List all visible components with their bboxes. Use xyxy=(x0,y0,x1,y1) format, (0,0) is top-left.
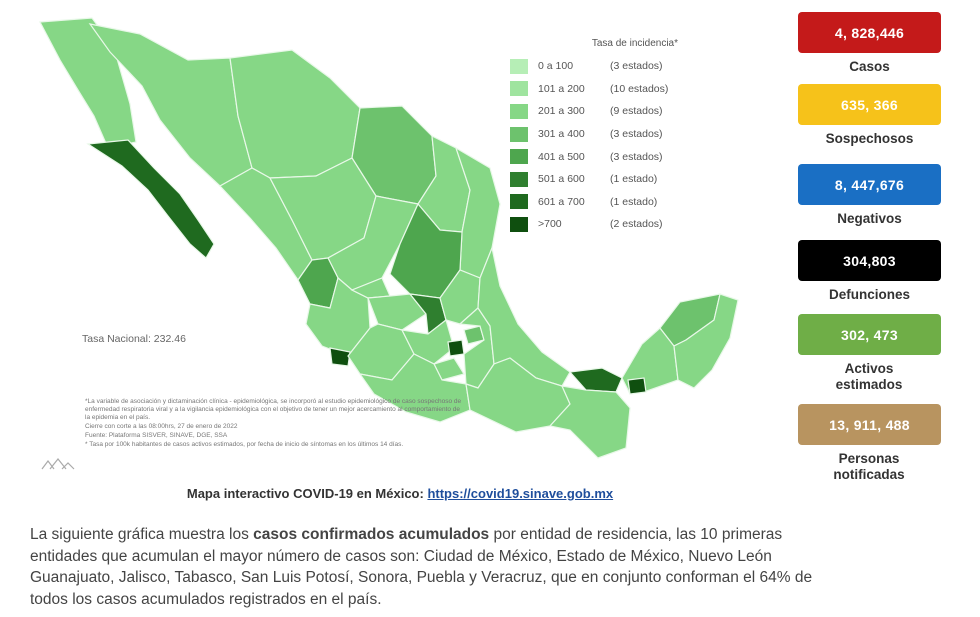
legend-range: 0 a 100 xyxy=(538,60,574,73)
state-chiapas xyxy=(548,385,631,459)
stat-value: 302, 473 xyxy=(841,326,898,343)
stat-casos: 4, 828,446 Casos xyxy=(798,12,941,75)
stat-value: 635, 366 xyxy=(841,96,898,113)
legend-range: 501 a 600 xyxy=(538,173,585,186)
stat-personas: 13, 911, 488 Personas notificadas xyxy=(798,404,941,482)
legend-item: 201 a 300 (9 estados) xyxy=(510,100,710,123)
state-quintana-roo xyxy=(673,293,739,389)
legend-count: (1 estado) xyxy=(610,195,658,208)
stat-label: Negativos xyxy=(837,211,902,226)
stat-value-box: 304,803 xyxy=(798,240,941,281)
stat-label: Defunciones xyxy=(828,287,910,302)
legend-count: (10 estados) xyxy=(610,82,669,95)
stat-activos: 302, 473 Activos estimados xyxy=(798,314,941,392)
stat-value: 4, 828,446 xyxy=(834,24,905,41)
paragraph-line: entidades que acumulan el mayor número d… xyxy=(30,547,772,565)
legend-item: 0 a 100 (3 estados) xyxy=(510,55,710,78)
map-link[interactable]: https://covid19.sinave.gob.mx xyxy=(427,486,614,501)
state-baja-california-sur xyxy=(86,139,215,259)
mexico-map[interactable] xyxy=(30,8,785,478)
stat-value-box: 8, 447,676 xyxy=(798,164,941,205)
incidence-legend: Tasa de incidencia* 0 a 100 (3 estados) … xyxy=(510,38,710,236)
paragraph-line: La siguiente gráfica muestra los casos c… xyxy=(30,524,980,546)
state-cdmx xyxy=(447,339,465,357)
legend-count: (3 estados) xyxy=(610,150,663,163)
legend-title: Tasa de incidencia* xyxy=(591,38,678,49)
stat-defunciones: 304,803 Defunciones xyxy=(798,240,941,303)
legend-swatch xyxy=(510,103,528,119)
stat-label: Casos xyxy=(849,59,890,74)
legend-range: 601 a 700 xyxy=(538,195,585,208)
incidence-map-panel: Tasa de incidencia* 0 a 100 (3 estados) … xyxy=(30,8,785,478)
map-footnotes: *La variable de asociación y dictaminaci… xyxy=(85,398,465,450)
state-jalisco xyxy=(305,276,371,357)
legend-item: 301 a 400 (3 estados) xyxy=(510,123,710,146)
legend-range: >700 xyxy=(538,218,562,231)
map-link-prefix: Mapa interactivo COVID-19 en México: xyxy=(186,486,428,501)
legend-range: 301 a 400 xyxy=(538,128,585,141)
summary-paragraph: La siguiente gráfica muestra los casos c… xyxy=(30,524,980,610)
stat-label: Personas notificadas xyxy=(833,451,905,482)
footnote: *La variable de asociación y dictaminaci… xyxy=(85,398,462,421)
state-colima xyxy=(329,347,351,367)
stat-value-box: 13, 911, 488 xyxy=(798,404,941,445)
legend-item: 501 a 600 (1 estado) xyxy=(510,168,710,191)
stat-value-box: 302, 473 xyxy=(798,314,941,355)
legend-swatch xyxy=(510,171,528,187)
state-tabasco-east xyxy=(627,377,647,395)
state-tabasco xyxy=(568,367,623,393)
legend-swatch xyxy=(510,216,528,232)
legend-item: 601 a 700 (1 estado) xyxy=(510,191,710,214)
paragraph-line: Guanajuato, Jalisco, Tabasco, San Luis P… xyxy=(30,569,813,586)
legend-count: (2 estados) xyxy=(610,218,663,231)
stat-value: 8, 447,676 xyxy=(834,176,905,193)
paragraph-bold: casos confirmados acumulados xyxy=(253,526,490,543)
legend-item: 101 a 200 (10 estados) xyxy=(510,78,710,101)
stat-label: Activos estimados xyxy=(835,361,903,392)
stat-value: 13, 911, 488 xyxy=(829,416,910,433)
legend-item: >700 (2 estados) xyxy=(510,213,710,236)
paragraph-line: todos los casos acumulados registrados e… xyxy=(30,590,382,608)
footnote: Fuente: Plataforma SISVER, SINAVE, DGE, … xyxy=(85,432,228,439)
state-chihuahua xyxy=(229,49,361,179)
legend-swatch xyxy=(510,194,528,210)
legend-swatch xyxy=(510,58,528,74)
legend-swatch xyxy=(510,126,528,142)
legend-range: 201 a 300 xyxy=(538,105,585,118)
stat-value-box: 4, 828,446 xyxy=(798,12,941,53)
paragraph-text: La siguiente gráfica muestra los xyxy=(30,526,254,543)
legend-item: 401 a 500 (3 estados) xyxy=(510,145,710,168)
legend-swatch xyxy=(510,149,528,165)
legend-range: 101 a 200 xyxy=(538,82,585,95)
footnote: * Tasa por 100k habitantes de casos acti… xyxy=(85,441,404,448)
national-rate: Tasa Nacional: 232.46 xyxy=(82,333,186,345)
map-link-line: Mapa interactivo COVID-19 en México: htt… xyxy=(0,486,800,501)
stat-sospechosos: 635, 366 Sospechosos xyxy=(798,84,941,147)
stat-value-box: 635, 366 xyxy=(798,84,941,125)
stat-label: Sospechosos xyxy=(825,131,914,146)
footnote: Cierre con corte a las 08:00hrs, 27 de e… xyxy=(85,423,238,430)
stat-value: 304,803 xyxy=(843,252,896,269)
legend-count: (3 estados) xyxy=(610,128,663,141)
legend-count: (9 estados) xyxy=(610,105,663,118)
legend-range: 401 a 500 xyxy=(538,150,585,163)
legend-count: (3 estados) xyxy=(610,60,663,73)
legend-swatch xyxy=(510,81,528,97)
paragraph-text: por entidad de residencia, las 10 primer… xyxy=(489,526,783,543)
stat-negativos: 8, 447,676 Negativos xyxy=(798,164,941,227)
logo-mark xyxy=(41,458,75,470)
legend-count: (1 estado) xyxy=(610,173,658,186)
